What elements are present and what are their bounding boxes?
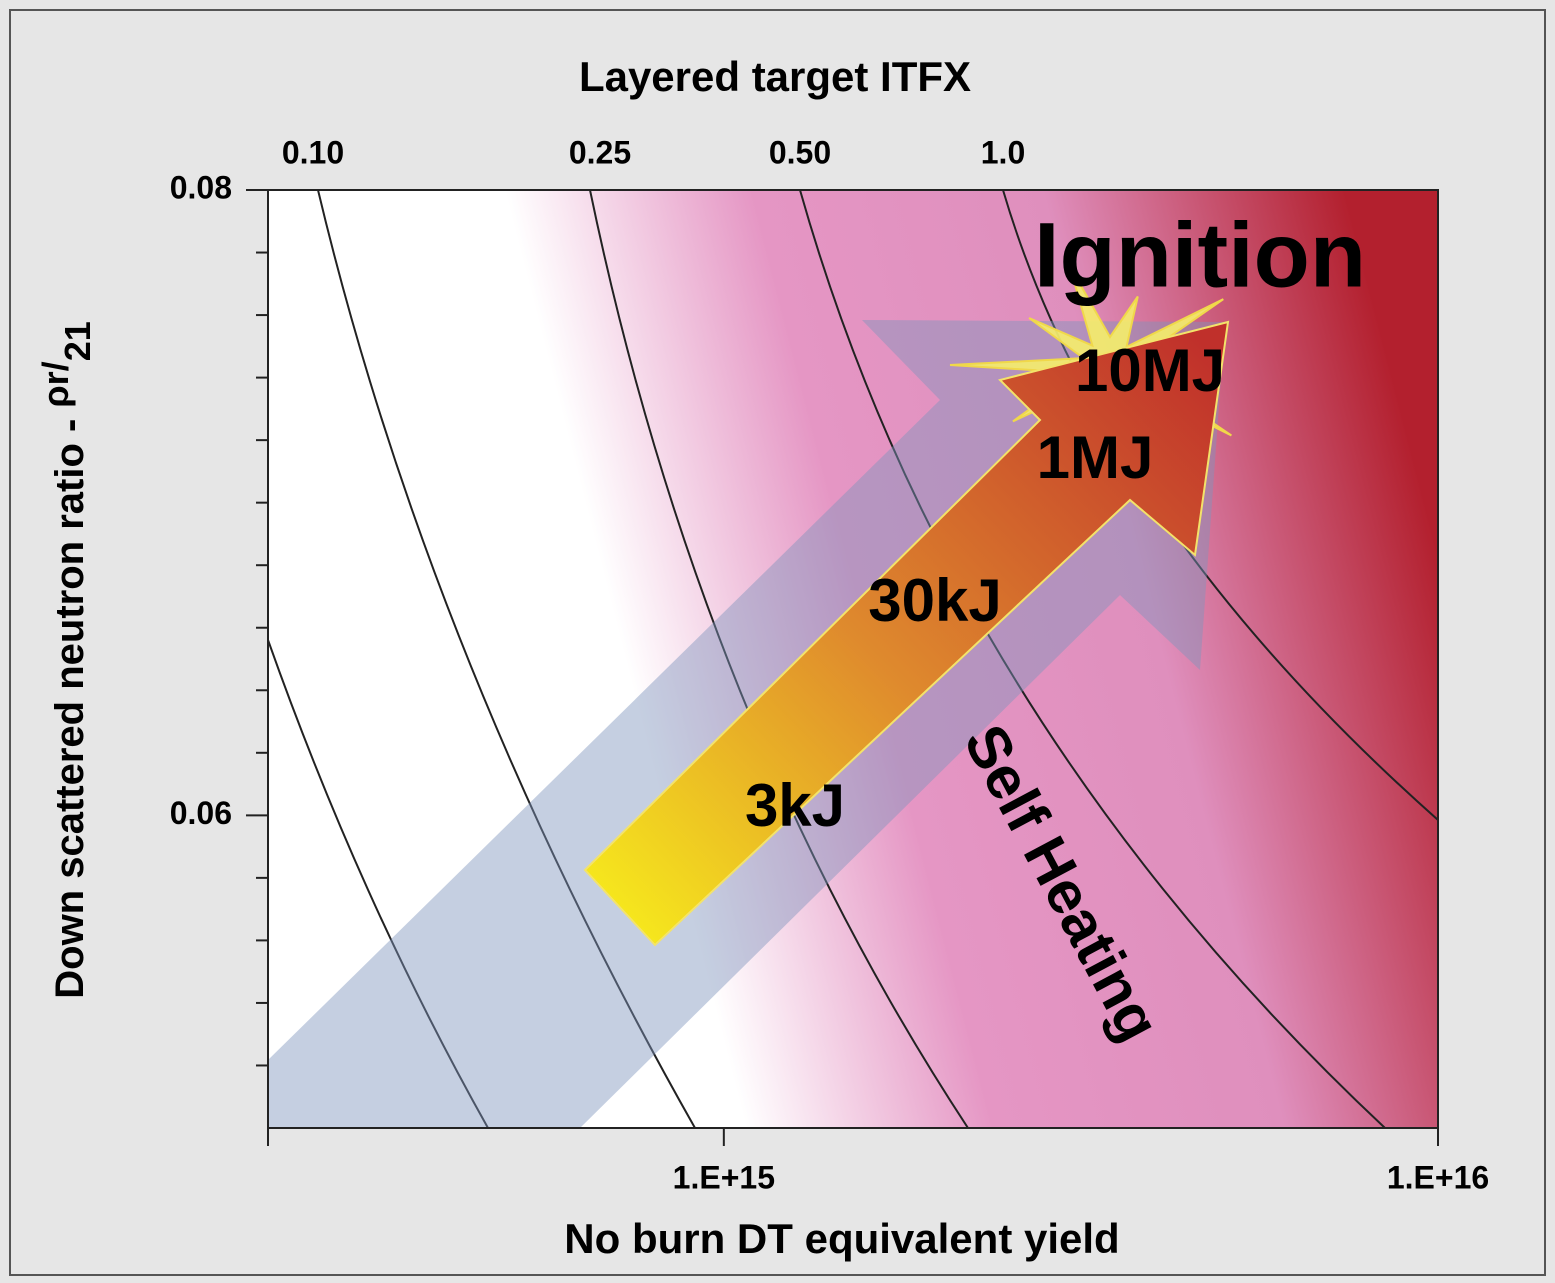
y-tick-label: 0.06 xyxy=(170,795,232,831)
contour xyxy=(317,190,696,1128)
contour xyxy=(268,639,489,1128)
y-axis-title-den: 21 xyxy=(57,321,98,361)
top-axis-label: 0.25 xyxy=(569,134,631,170)
y-axis-title-text: Down scattered neutron ratio - xyxy=(48,408,92,999)
top-axis-label: 0.50 xyxy=(769,134,831,170)
top-axis-title: Layered target ITFX xyxy=(579,53,971,100)
contour xyxy=(589,190,969,1128)
annotation: 10MJ xyxy=(1075,337,1225,404)
top-axis-label: 1.0 xyxy=(981,134,1025,170)
plot-area xyxy=(268,190,1438,1128)
y-axis-title-num: ρr/ xyxy=(35,361,76,407)
y-axis-title: Down scattered neutron ratio - ρr/21 xyxy=(35,321,98,999)
x-tick-label: 1.E+16 xyxy=(1387,1159,1489,1195)
annotation: 30kJ xyxy=(868,567,1001,634)
contour xyxy=(799,190,1386,1128)
annotation: 3kJ xyxy=(745,772,845,839)
top-axis-label: 0.10 xyxy=(282,134,344,170)
annotation: Ignition xyxy=(1034,204,1366,306)
x-axis-title: No burn DT equivalent yield xyxy=(564,1215,1119,1262)
annotation: 1MJ xyxy=(1037,424,1154,491)
y-tick-label: 0.08 xyxy=(170,169,232,205)
yield-arrow xyxy=(583,320,1230,947)
x-tick-label: 1.E+15 xyxy=(673,1159,775,1195)
plot-border xyxy=(267,189,1439,1129)
